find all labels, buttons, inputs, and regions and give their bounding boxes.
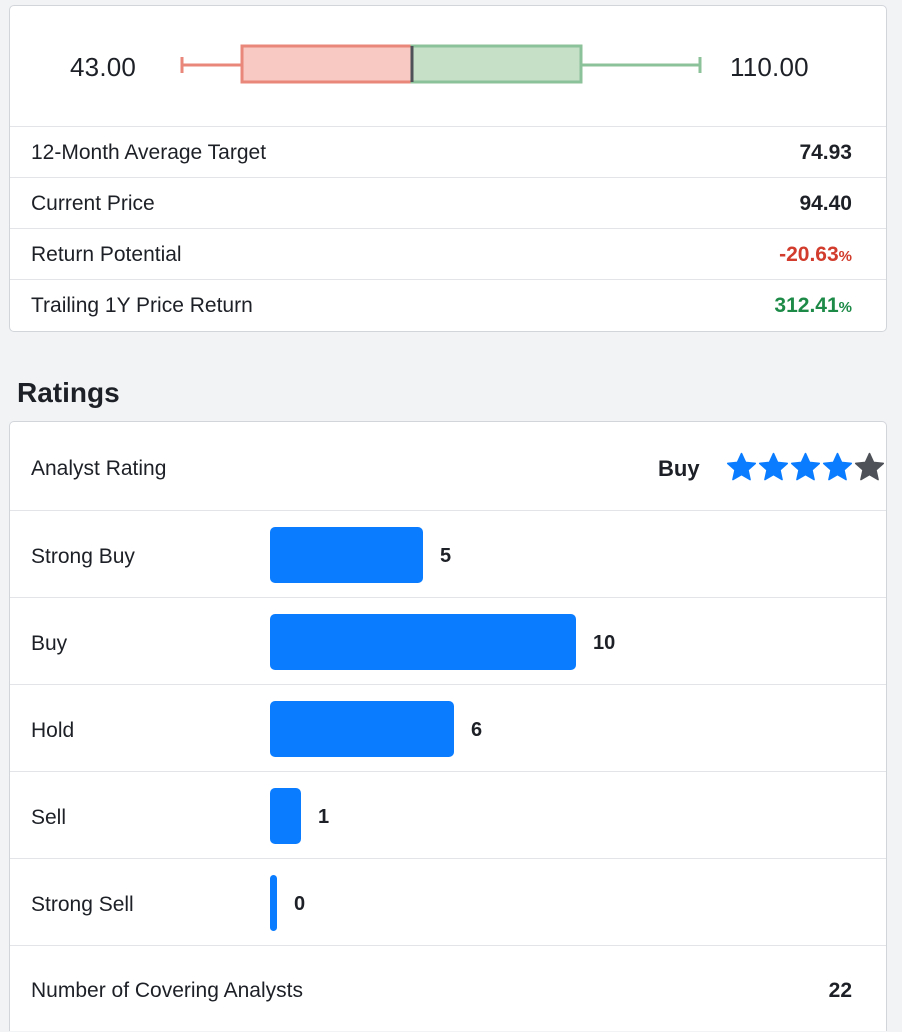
rating-bar — [270, 875, 277, 931]
percent-suffix: % — [838, 299, 852, 316]
rating-row-sell: Sell 1 — [10, 772, 886, 859]
star-filled-icon — [790, 452, 821, 481]
rating-stars — [726, 452, 885, 482]
rating-bar — [270, 701, 454, 757]
price-target-boxplot — [180, 44, 702, 84]
rating-row-hold: Hold 6 — [10, 685, 886, 772]
rating-bar — [270, 614, 576, 670]
rating-row-strong-buy: Strong Buy 5 — [10, 511, 886, 598]
ratings-card: Analyst Rating Buy Strong Buy 5 Buy 10 Hold 6… — [9, 421, 887, 1031]
analyst-rating-row: Analyst Rating Buy — [10, 422, 886, 511]
trailing-return-row: Trailing 1Y Price Return 312.41% — [10, 280, 886, 331]
stat-value: 312.41% — [774, 294, 852, 318]
average-target-row: 12-Month Average Target 74.93 — [10, 127, 886, 178]
price-target-high: 110.00 — [730, 52, 809, 82]
stat-value: 74.93 — [799, 141, 852, 165]
stat-number: 94.40 — [799, 192, 852, 215]
rating-label: Hold — [31, 719, 75, 742]
rating-count: 1 — [318, 806, 330, 828]
rating-count: 5 — [440, 545, 452, 567]
rating-label: Buy — [31, 632, 68, 655]
stat-number: 74.93 — [799, 141, 852, 164]
price-target-card: 43.00 110.00 12-Month Average Target 74.… — [9, 5, 887, 332]
star-empty-icon — [854, 452, 885, 481]
low-box — [240, 44, 414, 84]
stat-value: 94.40 — [799, 192, 852, 216]
star-filled-icon — [726, 452, 757, 481]
rating-bar — [270, 788, 301, 844]
star-filled-icon — [822, 452, 853, 481]
percent-suffix: % — [838, 248, 852, 265]
high-box — [410, 44, 583, 84]
current-price-row: Current Price 94.40 — [10, 178, 886, 229]
stat-label: Current Price — [31, 192, 155, 215]
rating-label: Strong Sell — [31, 893, 134, 916]
covering-analysts-label: Number of Covering Analysts — [31, 979, 303, 1002]
stat-label: Trailing 1Y Price Return — [31, 294, 253, 317]
rating-row-strong-sell: Strong Sell 0 — [10, 859, 886, 946]
analyst-rating-value: Buy — [658, 456, 700, 481]
rating-bar — [270, 527, 423, 583]
rating-label: Strong Buy — [31, 545, 135, 568]
rating-count: 0 — [294, 893, 306, 915]
stat-number: 312.41 — [774, 294, 839, 317]
stat-number: -20.63 — [779, 243, 839, 266]
rating-breakdown: Strong Buy 5 Buy 10 Hold 6 Sell 1 Strong Sell 0 — [10, 511, 886, 946]
return-potential-row: Return Potential -20.63% — [10, 229, 886, 280]
covering-analysts-value: 22 — [828, 979, 852, 1002]
rating-label: Sell — [31, 806, 67, 829]
covering-analysts-row: Number of Covering Analysts 22 — [10, 946, 886, 1032]
ratings-heading: Ratings — [17, 377, 120, 408]
rating-count: 6 — [471, 719, 483, 741]
stat-label: 12-Month Average Target — [31, 141, 267, 164]
rating-count: 10 — [593, 632, 616, 654]
price-target-range: 43.00 110.00 — [10, 6, 886, 127]
stat-value: -20.63% — [779, 243, 852, 267]
analyst-rating-label: Analyst Rating — [31, 457, 167, 480]
rating-row-buy: Buy 10 — [10, 598, 886, 685]
star-filled-icon — [758, 452, 789, 481]
price-target-low: 43.00 — [70, 52, 137, 82]
stat-label: Return Potential — [31, 243, 182, 266]
